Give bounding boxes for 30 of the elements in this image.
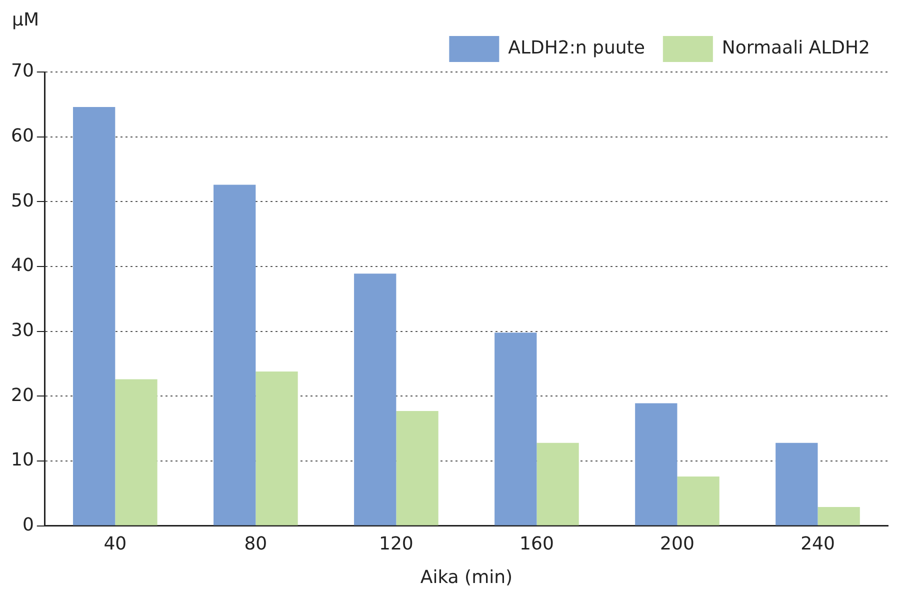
x-tick-label: 200 (660, 533, 694, 554)
y-tick-label: 40 (11, 255, 34, 276)
bar (115, 379, 158, 526)
x-tick-label: 80 (244, 533, 268, 554)
bar (776, 442, 818, 526)
bar (635, 403, 678, 526)
y-tick-label: 0 (22, 514, 34, 536)
x-tick-label: 160 (520, 533, 554, 554)
y-axis-title: µM (12, 10, 39, 31)
legend-label: Normaali ALDH2 (722, 38, 870, 59)
bar (536, 442, 579, 526)
bar (214, 184, 256, 526)
x-tick-label: 120 (379, 533, 414, 554)
y-tick-label: 10 (11, 450, 34, 471)
bar (73, 107, 116, 526)
bar (494, 332, 537, 526)
y-tick-label: 20 (11, 384, 34, 406)
x-tick-label: 40 (104, 533, 127, 554)
y-tick-label: 50 (11, 190, 34, 212)
bar (354, 274, 396, 526)
bar (677, 476, 720, 526)
legend-label: ALDH2:n puute (508, 38, 645, 59)
x-axis-title: Aika (min) (420, 566, 513, 588)
bar (256, 372, 298, 526)
bar (396, 411, 438, 526)
bar (818, 507, 860, 526)
y-tick-label: 30 (11, 320, 34, 341)
y-tick-label: 70 (11, 60, 34, 82)
y-tick-label: 60 (11, 126, 34, 146)
x-tick-label: 240 (800, 533, 835, 554)
